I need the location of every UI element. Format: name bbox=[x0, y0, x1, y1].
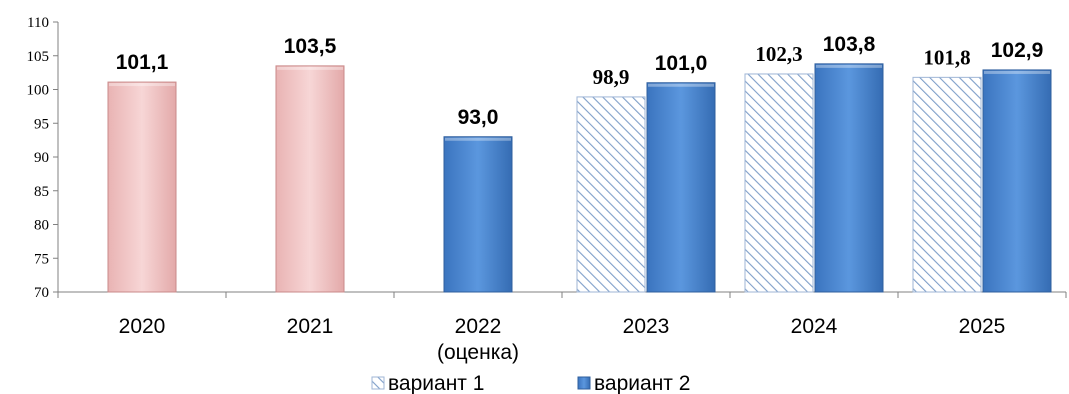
data-label: 103,5 bbox=[284, 35, 337, 58]
bar-bevel bbox=[816, 64, 882, 68]
x-tick-label: 2022 bbox=[455, 315, 502, 338]
bar-bevel bbox=[109, 83, 175, 87]
x-tick-label-sub: (оценка) bbox=[437, 341, 519, 364]
data-label: 93,0 bbox=[458, 106, 499, 129]
bar-body bbox=[982, 69, 1052, 293]
data-label: 102,9 bbox=[991, 39, 1044, 62]
data-label: 102,3 bbox=[755, 42, 802, 66]
bar-bevel bbox=[648, 83, 714, 87]
x-tick-label: 2024 bbox=[791, 315, 838, 338]
data-label: 101,8 bbox=[923, 45, 970, 69]
x-tick-label: 2021 bbox=[287, 315, 334, 338]
bar-body bbox=[576, 96, 646, 293]
bar-bevel bbox=[984, 70, 1050, 74]
bar-body bbox=[744, 73, 814, 293]
data-label: 101,1 bbox=[116, 51, 169, 74]
legend-swatch bbox=[371, 376, 385, 390]
bar-bevel bbox=[445, 137, 511, 141]
bars bbox=[107, 63, 1052, 293]
bar-body bbox=[814, 63, 884, 293]
y-tick-label: 95 bbox=[34, 116, 49, 132]
bar-variant1 bbox=[912, 76, 982, 293]
data-label: 98,9 bbox=[593, 65, 630, 89]
legend-item-variant2: вариант 2 bbox=[577, 372, 690, 394]
bar-variant2 bbox=[646, 82, 716, 293]
x-tick-label: 2023 bbox=[623, 315, 670, 338]
y-tick-label: 110 bbox=[27, 15, 49, 31]
axes: 70 75 80 85 90 95 100 105 110 2020 2021 2022 (оценка… bbox=[27, 15, 1067, 364]
bar-variant2 bbox=[443, 136, 513, 293]
y-tick-label: 75 bbox=[34, 251, 49, 267]
legend-label: вариант 1 bbox=[388, 372, 484, 394]
bar-variant2 bbox=[982, 69, 1052, 293]
legend: вариант 1 вариант 2 bbox=[371, 372, 690, 394]
bar-bevel bbox=[277, 66, 343, 70]
y-tick-label: 70 bbox=[34, 285, 49, 301]
y-tick-label: 85 bbox=[34, 184, 49, 200]
bar-body bbox=[443, 136, 513, 293]
bar-variant1 bbox=[576, 96, 646, 293]
y-tick-label: 80 bbox=[34, 218, 49, 234]
value-labels: 101,1 103,5 93,0 98,9 101,0 102,3 103,8 101,8 10… bbox=[116, 33, 1044, 129]
y-tick-label: 100 bbox=[27, 83, 50, 99]
bar-variant1 bbox=[744, 73, 814, 293]
bar-variant2 bbox=[814, 63, 884, 293]
bar-body bbox=[912, 76, 982, 293]
y-tick-label: 90 bbox=[34, 150, 49, 166]
bar-actual bbox=[107, 81, 177, 293]
bar-body bbox=[275, 65, 345, 293]
legend-item-variant1: вариант 1 bbox=[371, 372, 484, 394]
data-label: 101,0 bbox=[655, 52, 708, 75]
legend-swatch bbox=[577, 376, 591, 390]
y-tick-label: 105 bbox=[27, 49, 50, 65]
bar-actual bbox=[275, 65, 345, 293]
bar-body bbox=[107, 81, 177, 293]
data-label: 103,8 bbox=[823, 33, 876, 56]
x-tick-label: 2020 bbox=[119, 315, 166, 338]
legend-label: вариант 2 bbox=[594, 372, 690, 394]
bar-body bbox=[646, 82, 716, 293]
x-tick-label: 2025 bbox=[959, 315, 1006, 338]
